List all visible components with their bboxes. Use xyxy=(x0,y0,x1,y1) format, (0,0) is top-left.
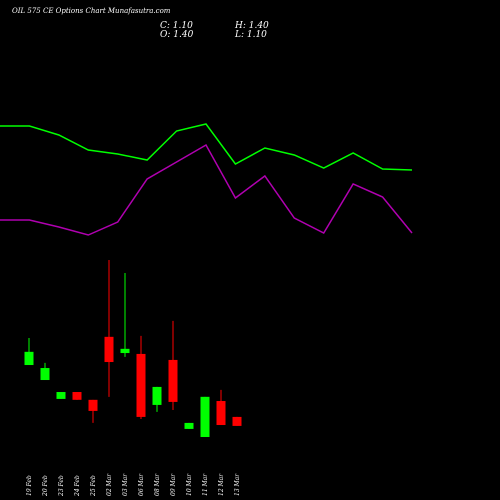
ohlc-high: H: 1.40 xyxy=(234,21,269,31)
candle-body xyxy=(56,392,66,399)
candle-body xyxy=(24,351,34,366)
x-tick-label: 10 Mar xyxy=(186,473,193,496)
candle-body xyxy=(152,386,162,405)
x-tick-label: 08 Mar xyxy=(154,473,161,496)
candle-body xyxy=(40,368,50,381)
candle-body xyxy=(88,399,98,411)
x-tick-label: 09 Mar xyxy=(170,473,177,496)
chart-title: OIL 575 CE Options Chart Munafasutra.com xyxy=(12,7,171,15)
line-series xyxy=(0,123,413,171)
candle-body xyxy=(104,336,114,363)
candle-body xyxy=(72,392,82,400)
ohlc-low: L: 1.10 xyxy=(234,30,267,40)
ohlc-close: C: 1.10 xyxy=(160,21,193,31)
x-tick-label: 02 Mar xyxy=(106,473,113,496)
x-tick-label: 23 Feb xyxy=(58,475,65,497)
candle-body xyxy=(216,401,226,426)
candle-body xyxy=(136,353,146,417)
x-tick-label: 24 Feb xyxy=(74,475,81,497)
x-tick-label: 06 Mar xyxy=(138,473,145,496)
ohlc-open: O: 1.40 xyxy=(160,30,194,40)
candle-body xyxy=(184,422,194,429)
line-series xyxy=(0,143,413,236)
x-tick-label: 20 Feb xyxy=(42,475,49,497)
x-tick-label: 11 Mar xyxy=(202,473,209,496)
candle-body xyxy=(120,348,130,354)
candle-body xyxy=(200,396,210,438)
candle-body xyxy=(168,359,178,402)
x-tick-label: 03 Mar xyxy=(122,473,129,496)
x-tick-label: 25 Feb xyxy=(90,475,97,497)
candle-body xyxy=(232,416,242,426)
x-tick-label: 12 Mar xyxy=(218,473,225,496)
x-tick-label: 19 Feb xyxy=(26,475,33,496)
x-tick-label: 13 Mar xyxy=(234,473,241,496)
